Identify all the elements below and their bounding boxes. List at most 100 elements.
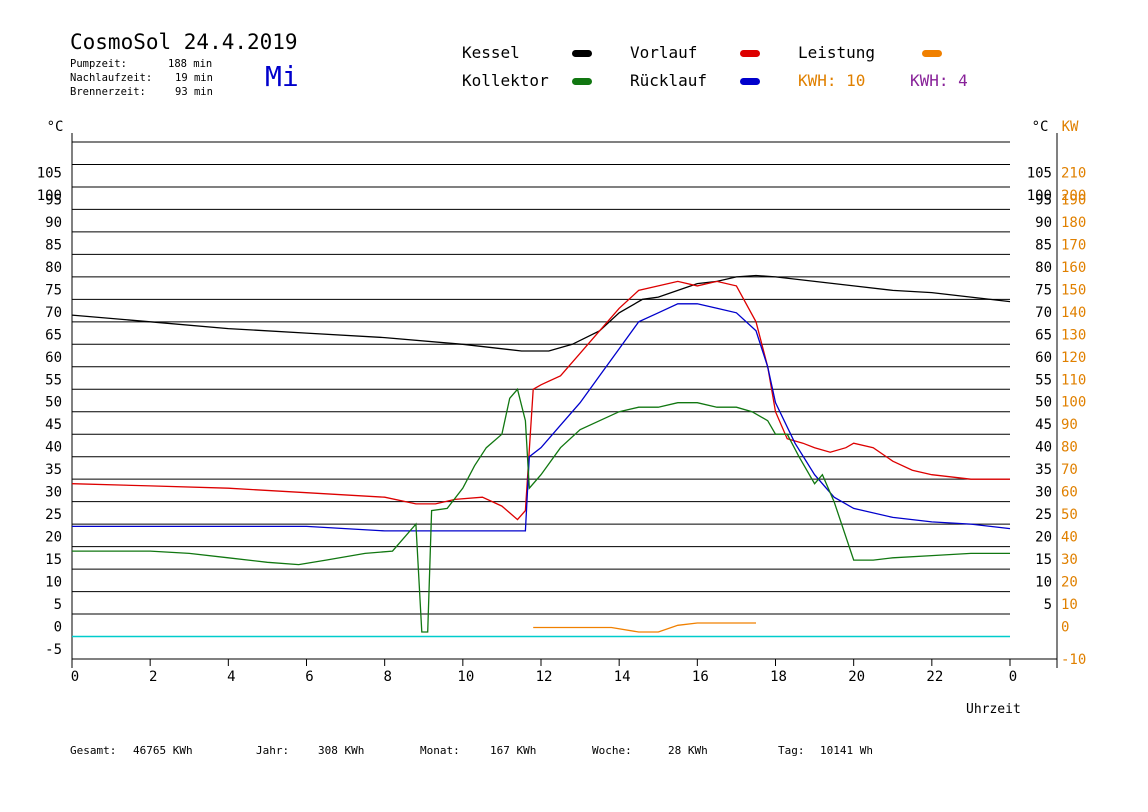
legend-leistung-swatch xyxy=(922,50,942,57)
kw-tick-label: 110 xyxy=(1061,372,1086,388)
kw-tick-label: 180 xyxy=(1061,215,1086,231)
legend-kessel-swatch xyxy=(572,50,592,57)
footer-gesamt-label: Gesamt: xyxy=(70,744,117,757)
y-right-tick-label: 75 xyxy=(1035,282,1052,298)
kw-tick-label: 70 xyxy=(1061,462,1078,478)
y-tick-label: 10 xyxy=(45,575,62,591)
info-label-brennerzeit: Brennerzeit: xyxy=(70,86,146,98)
footer-woche-label: Woche: xyxy=(592,744,632,757)
y-right-tick-label: 90 xyxy=(1035,215,1052,231)
legend-kollektor-swatch xyxy=(572,78,592,85)
kw-axis-unit: KW xyxy=(1062,119,1079,135)
kw-tick-label: 80 xyxy=(1061,440,1078,456)
kw-tick-label: 40 xyxy=(1061,530,1078,546)
x-tick-label: 10 xyxy=(457,669,474,685)
x-axis-label: Uhrzeit xyxy=(966,702,1021,717)
legend-vorlauf-label: Vorlauf xyxy=(630,43,698,62)
x-tick-label: 14 xyxy=(614,669,631,685)
y-right-tick-label: 20 xyxy=(1035,530,1052,546)
kw-tick-label: 130 xyxy=(1061,327,1086,343)
info-value-nachlaufzeit: 19 min xyxy=(175,72,213,84)
y-tick-label: -5 xyxy=(45,642,62,658)
y-tick-label: 20 xyxy=(45,530,62,546)
y-right-tick-label: 40 xyxy=(1035,440,1052,456)
y-tick-label: 55 xyxy=(45,372,62,388)
y-tick-label: 50 xyxy=(45,395,62,411)
series-line-kollektor xyxy=(72,387,1010,633)
footer-gesamt-value: 46765 KWh xyxy=(133,744,193,757)
series-line-rcklauf xyxy=(72,303,1011,532)
y-tick-label: 40 xyxy=(45,440,62,456)
y-right-axis-unit: °C xyxy=(1032,119,1049,135)
y-tick-label: 95 xyxy=(45,192,62,208)
y-right-tick-label: 85 xyxy=(1035,237,1052,253)
kw-tick-label: 30 xyxy=(1061,552,1078,568)
x-tick-label: 6 xyxy=(305,669,313,685)
y-right-tick-label: 10 xyxy=(1035,575,1052,591)
kw-tick-label: 190 xyxy=(1061,192,1086,208)
legend-kwh-2: KWH: 4 xyxy=(910,71,968,90)
y-tick-label: 5 xyxy=(54,597,62,613)
footer-jahr-label: Jahr: xyxy=(256,744,290,757)
y-right-tick-label: 55 xyxy=(1035,372,1052,388)
kw-tick-label: 140 xyxy=(1061,305,1086,321)
y-axis-unit: °C xyxy=(47,119,64,135)
kw-tick-label: 50 xyxy=(1061,507,1078,523)
y-right-tick-label: 60 xyxy=(1035,350,1052,366)
y-right-tick-label: 25 xyxy=(1035,507,1052,523)
info-value-brennerzeit: 93 min xyxy=(175,86,213,98)
legend-vorlauf-swatch xyxy=(740,50,760,57)
legend-ruecklauf-label: Rücklauf xyxy=(630,71,708,90)
chart-title: CosmoSol 24.4.2019 xyxy=(70,30,298,54)
footer-woche-value: 28 KWh xyxy=(668,744,708,757)
y-right-tick-label: 65 xyxy=(1035,327,1052,343)
x-tick-label: 12 xyxy=(536,669,553,685)
footer-tag-label: Tag: xyxy=(778,744,805,757)
y-right-tick-label: 15 xyxy=(1035,552,1052,568)
y-tick-label: 105 xyxy=(37,165,62,181)
y-tick-label: 100 xyxy=(37,188,62,204)
y-right-tick-label: 105 xyxy=(1027,165,1052,181)
x-tick-label: 8 xyxy=(383,669,391,685)
x-tick-label: 4 xyxy=(227,669,235,685)
kw-tick-label: 160 xyxy=(1061,260,1086,276)
x-tick-label: 18 xyxy=(770,669,787,685)
series-line-vorlauf xyxy=(71,280,1010,521)
legend-leistung-label: Leistung xyxy=(798,43,876,62)
y-tick-label: 70 xyxy=(45,305,62,321)
weekday-label: Mi xyxy=(265,60,299,93)
kw-tick-label: 10 xyxy=(1061,597,1078,613)
y-right-tick-label: 95 xyxy=(1035,192,1052,208)
y-tick-label: 15 xyxy=(45,552,62,568)
y-tick-label: 35 xyxy=(45,462,62,478)
series-line-leistung xyxy=(533,622,756,633)
y-tick-label: 65 xyxy=(45,327,62,343)
kw-tick-label: 200 xyxy=(1061,188,1086,204)
x-tick-label: 16 xyxy=(692,669,709,685)
kw-tick-label: 20 xyxy=(1061,575,1078,591)
x-tick-label: 22 xyxy=(926,669,943,685)
y-right-tick-label: 30 xyxy=(1035,485,1052,501)
grid-layer xyxy=(71,133,1058,668)
footer-monat-label: Monat: xyxy=(420,744,460,757)
y-right-tick-label: 70 xyxy=(1035,305,1052,321)
info-label-pumpzeit: Pumpzeit: xyxy=(70,58,127,70)
kw-tick-label: 0 xyxy=(1061,620,1069,636)
series-layer xyxy=(71,274,1011,633)
kw-tick-label: 100 xyxy=(1061,395,1086,411)
series-line-kessel xyxy=(71,274,1011,352)
legend-kessel-label: Kessel xyxy=(462,43,520,62)
kw-tick-label: 120 xyxy=(1061,350,1086,366)
kw-tick-label: 90 xyxy=(1061,417,1078,433)
y-tick-label: 60 xyxy=(45,350,62,366)
info-label-nachlaufzeit: Nachlaufzeit: xyxy=(70,72,153,84)
kw-tick-label: -10 xyxy=(1061,652,1086,668)
info-value-pumpzeit: 188 min xyxy=(168,58,213,70)
footer-monat-value: 167 KWh xyxy=(490,744,537,757)
footer-jahr-value: 308 KWh xyxy=(318,744,365,757)
footer-tag-value: 10141 Wh xyxy=(820,744,873,757)
y-right-tick-label: 45 xyxy=(1035,417,1052,433)
legend-ruecklauf-swatch xyxy=(740,78,760,85)
x-tick-label: 0 xyxy=(71,669,79,685)
